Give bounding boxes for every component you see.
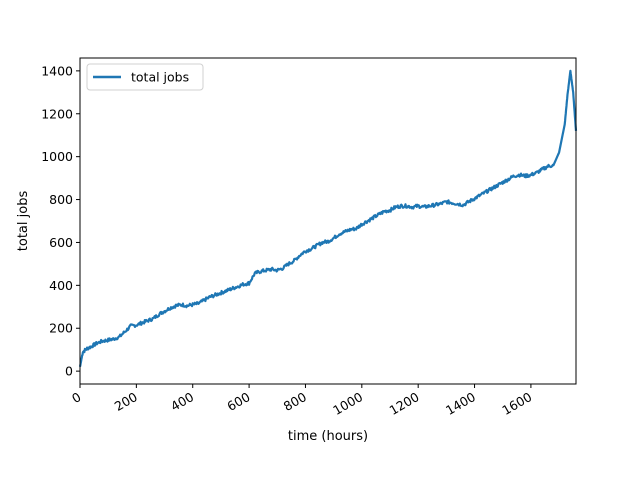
y-tick-label: 1000 (41, 149, 73, 164)
series-line-total-jobs (78, 69, 578, 368)
legend-label-total-jobs: total jobs (131, 70, 189, 85)
x-tick-label: 1200 (387, 389, 422, 418)
x-tick-label: 400 (168, 389, 196, 414)
x-tick-label: 0 (69, 389, 83, 406)
y-axis-ticks: 0 200 400 600 800 1000 1200 1400 (41, 63, 80, 379)
y-tick-label: 1200 (41, 106, 73, 121)
plot-area (80, 58, 576, 384)
plot-frame (79, 57, 577, 385)
y-tick-label: 800 (49, 192, 73, 207)
x-tick-label: 1000 (330, 389, 365, 418)
x-tick-label: 1400 (443, 389, 478, 418)
legend-box (86, 63, 204, 91)
x-axis-ticks: 0 200 400 600 800 1000 1200 1400 1600 (69, 384, 534, 418)
legend: total jobs (86, 63, 204, 91)
x-tick-label: 1600 (499, 389, 534, 418)
y-axis-label: total jobs (16, 191, 31, 252)
x-tick-label: 800 (281, 389, 309, 414)
y-tick-label: 600 (49, 235, 73, 250)
x-tick-label: 200 (112, 389, 140, 414)
x-axis-label: time (hours) (288, 429, 368, 444)
y-tick-label: 400 (49, 278, 73, 293)
x-tick-label: 600 (224, 389, 252, 414)
series-layer (78, 69, 578, 368)
y-tick-label: 0 (65, 364, 73, 379)
y-tick-label: 1400 (41, 63, 73, 78)
y-tick-label: 200 (49, 321, 73, 336)
